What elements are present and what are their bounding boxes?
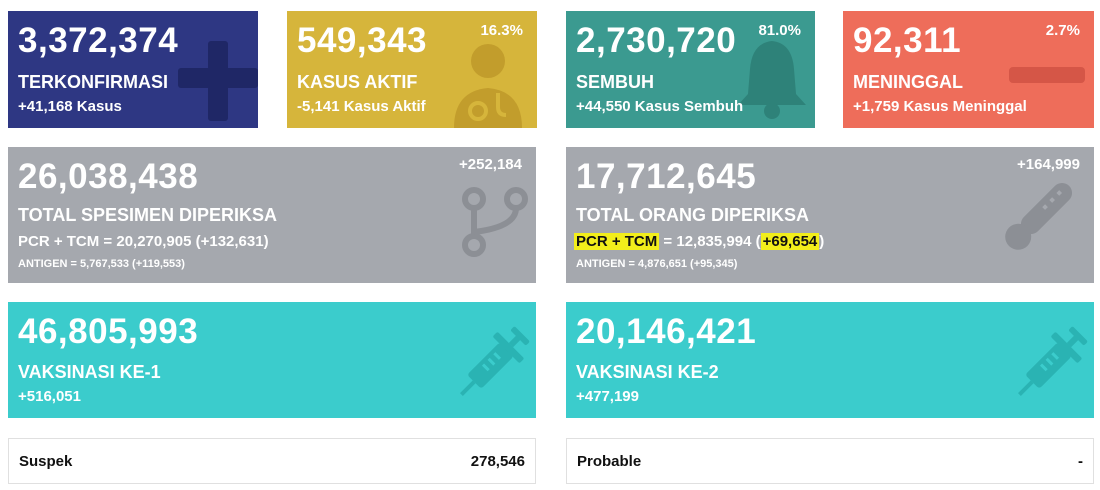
- specimens-increase: +252,184: [459, 156, 522, 173]
- confirmed-label: TERKONFIRMASI: [18, 72, 168, 92]
- suspect-value: 278,546: [470, 453, 525, 470]
- pcr-mid-text: = 12,835,994 (: [659, 233, 761, 250]
- probable-value: -: [1078, 453, 1083, 470]
- vaccine2-value: 20,146,421: [576, 312, 757, 351]
- vaccine1-label: VAKSINASI KE-1: [18, 362, 161, 382]
- pcr-highlight: PCR + TCM: [574, 233, 660, 250]
- pcr-delta-highlight: +69,654: [760, 233, 820, 250]
- specimens-value: 26,038,438: [18, 157, 199, 196]
- specimens-label: TOTAL SPESIMEN DIPERIKSA: [18, 205, 278, 225]
- deaths-delta: +1,759 Kasus Meninggal: [853, 98, 1027, 115]
- probable-box: Probable -: [566, 438, 1094, 484]
- people-increase: +164,999: [1017, 156, 1080, 173]
- recovered-delta: +44,550 Kasus Sembuh: [576, 98, 744, 115]
- active-card: 549,343 16.3% KASUS AKTIF -5,141 Kasus A…: [287, 11, 537, 128]
- people-label: TOTAL ORANG DIPERIKSA: [576, 205, 810, 225]
- pcr-suffix-text: ): [819, 233, 825, 250]
- confirmed-value: 3,372,374: [18, 21, 179, 60]
- recovered-value: 2,730,720: [576, 21, 737, 60]
- deaths-label: MENINGGAL: [853, 72, 963, 92]
- deaths-card: 92,311 2.7% MENINGGAL +1,759 Kasus Menin…: [843, 11, 1094, 128]
- thermometer-icon: [1005, 182, 1073, 250]
- bell-icon: [738, 41, 806, 119]
- active-value: 549,343: [297, 21, 428, 60]
- active-percentage: 16.3%: [480, 22, 523, 39]
- vaccine1-value: 46,805,993: [18, 312, 199, 351]
- confirmed-delta: +41,168 Kasus: [18, 98, 122, 115]
- syringe-icon: [460, 326, 530, 396]
- people-card: 17,712,645 +164,999 TOTAL ORANG DIPERIKS…: [566, 147, 1094, 283]
- specimens-pcr-line: PCR + TCM = 20,270,905 (+132,631): [18, 233, 269, 250]
- deaths-percentage: 2.7%: [1045, 22, 1080, 39]
- confirmed-card: 3,372,374 TERKONFIRMASI +41,168 Kasus: [8, 11, 258, 128]
- vaccine2-label: VAKSINASI KE-2: [576, 362, 719, 382]
- syringe-icon: [1018, 326, 1088, 396]
- plus-icon: [178, 41, 258, 121]
- vaccine2-delta: +477,199: [576, 388, 639, 405]
- deaths-value: 92,311: [853, 21, 962, 60]
- people-antigen-line: ANTIGEN = 4,876,651 (+95,345): [576, 258, 738, 270]
- doctor-icon: [454, 44, 522, 128]
- recovered-card: 2,730,720 81.0% SEMBUH +44,550 Kasus Sem…: [566, 11, 815, 128]
- vaccine1-delta: +516,051: [18, 388, 81, 405]
- active-delta: -5,141 Kasus Aktif: [297, 98, 426, 115]
- people-value: 17,712,645: [576, 157, 757, 196]
- active-label: KASUS AKTIF: [297, 72, 418, 92]
- specimens-antigen-line: ANTIGEN = 5,767,533 (+119,553): [18, 258, 185, 270]
- suspect-box: Suspek 278,546: [8, 438, 536, 484]
- minus-icon: [1009, 67, 1085, 83]
- branch-icon: [462, 187, 528, 257]
- recovered-label: SEMBUH: [576, 72, 655, 92]
- vaccine1-card: 46,805,993 VAKSINASI KE-1 +516,051: [8, 302, 536, 418]
- probable-label: Probable: [577, 453, 642, 470]
- specimens-card: 26,038,438 +252,184 TOTAL SPESIMEN DIPER…: [8, 147, 536, 283]
- vaccine2-card: 20,146,421 VAKSINASI KE-2 +477,199: [566, 302, 1094, 418]
- suspect-label: Suspek: [19, 453, 73, 470]
- people-pcr-line: PCR + TCM = 12,835,994 (+69,654): [574, 233, 824, 250]
- recovered-percentage: 81.0%: [758, 22, 801, 39]
